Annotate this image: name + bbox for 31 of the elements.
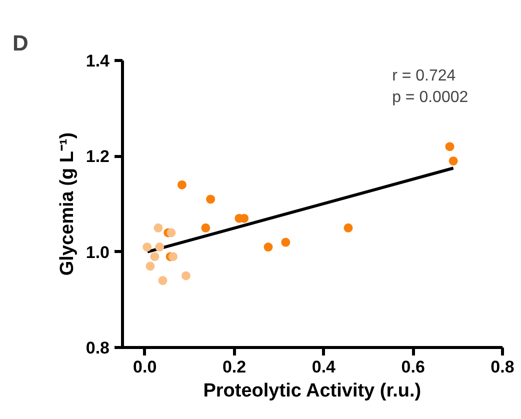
y-tick-label: 1.0 [86, 242, 110, 262]
point [166, 228, 176, 238]
point [154, 223, 163, 232]
point [150, 252, 160, 262]
point [281, 238, 290, 247]
point [181, 271, 190, 280]
y-tick-label: 0.8 [86, 338, 110, 358]
y-tick-label: 1.2 [86, 147, 110, 166]
x-tick-label: 0.4 [312, 358, 336, 376]
point [168, 252, 178, 262]
point [142, 242, 152, 252]
y-tick-label: 1.4 [86, 52, 110, 70]
point [264, 242, 273, 252]
x-tick-label: 0.2 [222, 358, 246, 376]
point [445, 142, 454, 152]
point [206, 194, 216, 204]
point [158, 276, 168, 286]
point [177, 180, 186, 190]
point [146, 262, 155, 271]
x-tick-label: 0.0 [133, 358, 157, 376]
x-axis-title: Proteolytic Activity (r.u.) [203, 380, 422, 402]
point [344, 223, 353, 232]
y-axis-title: Glycemia (g L⁻¹) [56, 132, 78, 276]
annotation: p = 0.0002 [392, 89, 468, 106]
x-tick-label: 0.6 [401, 358, 425, 376]
x-tick-label: 0.8 [490, 358, 514, 376]
point [155, 242, 164, 252]
point [201, 223, 210, 232]
chart-title: D [12, 30, 28, 56]
annotation: r = 0.724 [392, 68, 456, 85]
point [448, 156, 458, 166]
